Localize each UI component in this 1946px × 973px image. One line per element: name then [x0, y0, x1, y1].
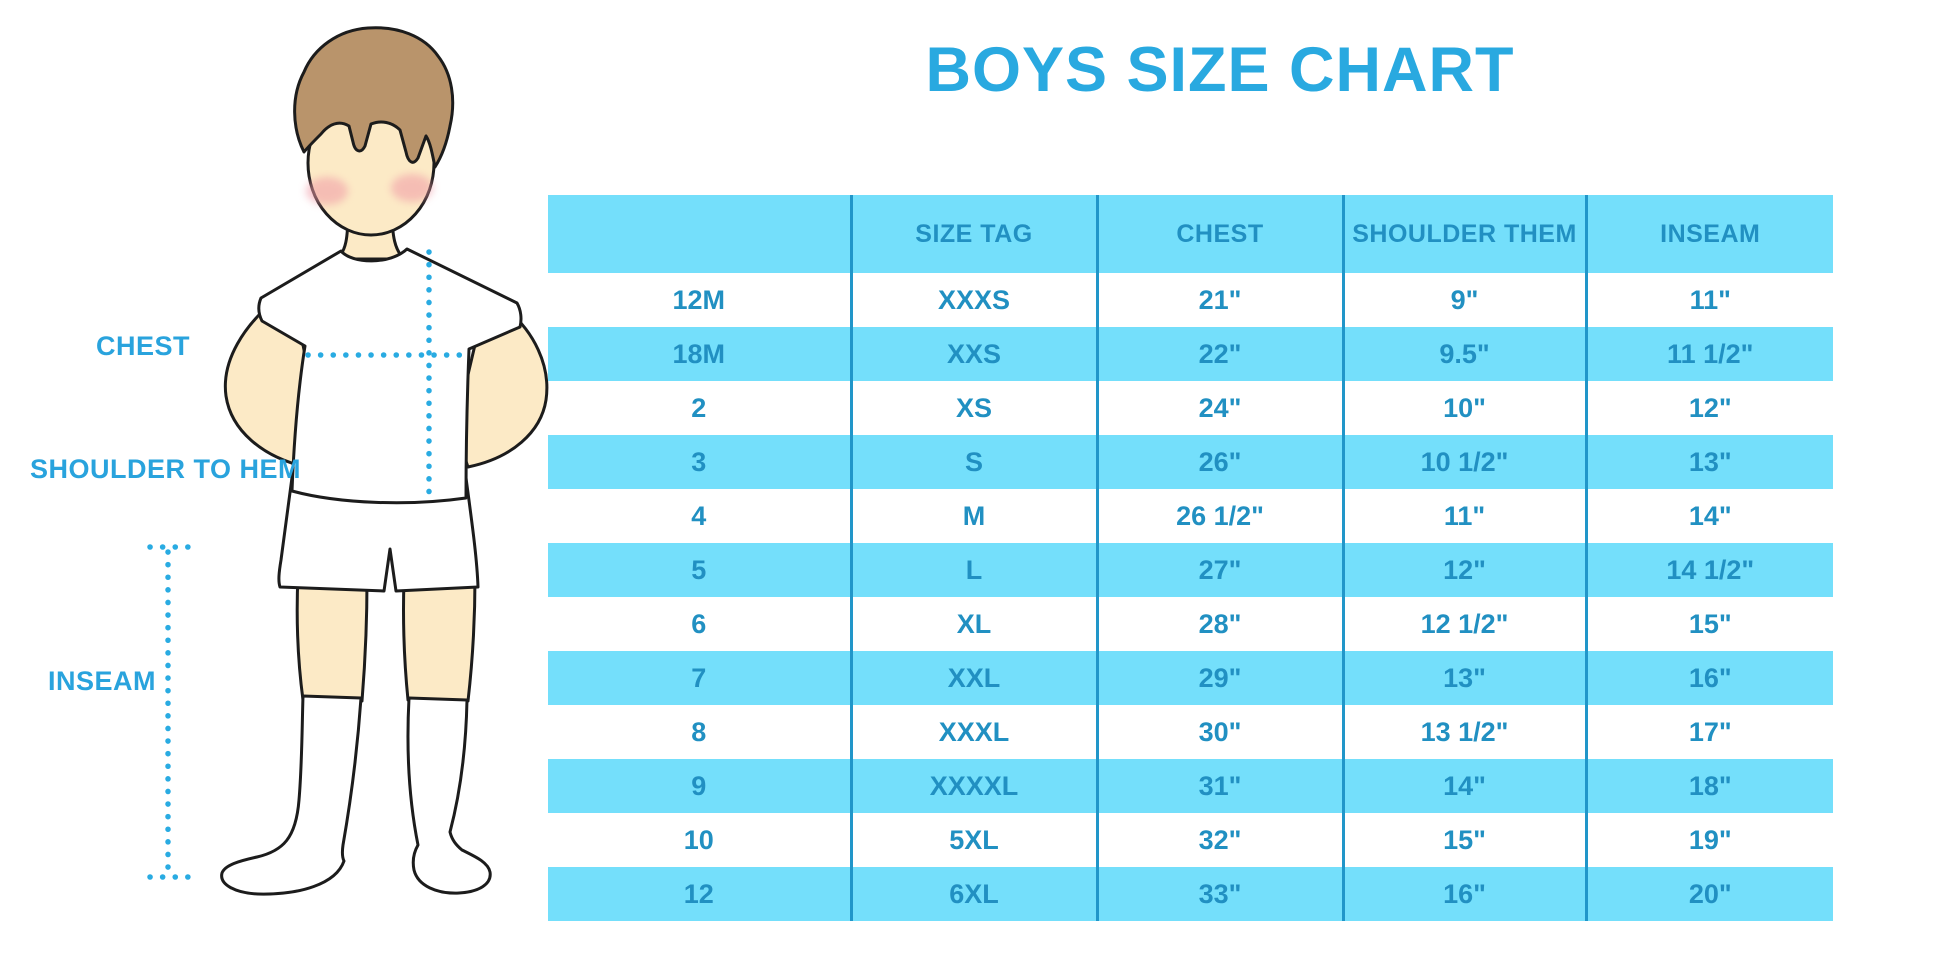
table-cell: 24" [1095, 381, 1343, 435]
header-cell-chest: CHEST [1095, 195, 1343, 273]
table-row: 5 L 27" 12" 14 1/2" [548, 543, 1833, 597]
table-cell: 22" [1095, 327, 1343, 381]
table-cell: 3 [548, 435, 851, 489]
table-cell: 10 [683, 824, 714, 855]
table-cell: 31" [1095, 759, 1343, 813]
chest-label: CHEST [96, 331, 191, 361]
boy-hair [293, 26, 455, 169]
table-cell: 10 1/2" [1341, 435, 1586, 489]
boy-shirt [257, 247, 523, 505]
table-cell: 16" [1584, 651, 1833, 705]
boy-left-cheek-blush [306, 177, 348, 205]
table-cell: 12 1/2" [1341, 597, 1586, 651]
table-cell: 21" [1095, 273, 1343, 327]
table-row: 8 XXXL 30" 13 1/2" 17" [548, 705, 1833, 759]
table-cell: 14 1/2" [1584, 543, 1833, 597]
table-cell: 16" [1341, 867, 1586, 921]
table-cell: 9" [1341, 273, 1586, 327]
table-cell: 4 [691, 500, 707, 531]
inseam-label: INSEAM [48, 666, 157, 696]
shoulder-to-hem-label: SHOULDER TO HEM [30, 454, 302, 484]
table-row: 12M XXXS 21" 9" 11" [548, 273, 1833, 327]
table-cell: 12" [1584, 381, 1833, 435]
table-cell: XXXS [849, 273, 1097, 327]
table-cell: 6 [691, 608, 707, 639]
table-row: 2 XS 24" 10" 12" [548, 381, 1833, 435]
table-cell: 9 [548, 759, 851, 813]
table-cell: 11" [1584, 273, 1833, 327]
page-title: BOYS SIZE CHART [925, 35, 1515, 105]
table-cell: 13" [1341, 651, 1586, 705]
size-table-header: SIZE TAG CHEST SHOULDER THEM INSEAM [548, 195, 1833, 273]
table-cell: 5 [548, 543, 851, 597]
table-cell: 27" [1095, 543, 1343, 597]
table-cell: 11 1/2" [1584, 327, 1833, 381]
table-cell: 18M [548, 327, 851, 381]
boy-figure-illustration [147, 26, 549, 896]
table-cell: 8 [691, 716, 707, 747]
table-cell: XL [849, 597, 1097, 651]
table-cell: 9.5" [1341, 327, 1586, 381]
table-cell: 15" [1341, 813, 1586, 867]
table-cell: 13" [1584, 435, 1833, 489]
table-cell: 29" [1095, 651, 1343, 705]
header-cell-shoulder: SHOULDER THEM [1341, 195, 1586, 273]
table-cell: 15" [1584, 597, 1833, 651]
table-cell: 32" [1095, 813, 1343, 867]
table-row: 4 M 26 1/2" 11" 14" [548, 489, 1833, 543]
table-cell: 7 [548, 651, 851, 705]
table-row: 12 6XL 33" 16" 20" [548, 867, 1833, 921]
table-cell: XXXL [849, 705, 1097, 759]
size-chart-table: SIZE TAG CHEST SHOULDER THEM INSEAM 12M X… [548, 195, 1833, 921]
table-cell: L [849, 543, 1097, 597]
table-cell: S [849, 435, 1097, 489]
table-row: 3 S 26" 10 1/2" 13" [548, 435, 1833, 489]
table-cell: 6XL [849, 867, 1097, 921]
header-cell-size [548, 195, 851, 273]
table-cell: 26" [1095, 435, 1343, 489]
boy-right-arm [453, 306, 549, 469]
table-cell: 12 [548, 867, 851, 921]
table-cell: 33" [1095, 867, 1343, 921]
table-row: 9 XXXXL 31" 14" 18" [548, 759, 1833, 813]
table-cell: 11" [1341, 489, 1586, 543]
table-cell: 26 1/2" [1095, 489, 1343, 543]
table-cell: XXXXL [849, 759, 1097, 813]
header-cell-inseam: INSEAM [1584, 195, 1833, 273]
table-cell: M [849, 489, 1097, 543]
table-cell: 14" [1341, 759, 1586, 813]
table-cell: XXS [849, 327, 1097, 381]
size-table-body: 12M XXXS 21" 9" 11" 18M XXS 22" 9.5" 11 1/2" 2 XS 24… [548, 273, 1833, 921]
table-cell: 18" [1584, 759, 1833, 813]
table-cell: 20" [1584, 867, 1833, 921]
table-cell: 17" [1584, 705, 1833, 759]
table-cell: 12" [1341, 543, 1586, 597]
header-row: SIZE TAG CHEST SHOULDER THEM INSEAM [548, 195, 1833, 273]
table-cell: XXL [849, 651, 1097, 705]
table-cell: 30" [1095, 705, 1343, 759]
header-cell-size-tag: SIZE TAG [849, 195, 1097, 273]
table-row: 18M XXS 22" 9.5" 11 1/2" [548, 327, 1833, 381]
table-cell: XS [849, 381, 1097, 435]
boy-right-sock [406, 696, 492, 895]
boy-right-cheek-blush [391, 174, 433, 202]
table-row: 10 5XL 32" 15" 19" [548, 813, 1833, 867]
table-cell: 5XL [849, 813, 1097, 867]
table-cell: 10" [1341, 381, 1586, 435]
boy-left-sock [220, 694, 363, 896]
boy-left-thigh [295, 573, 369, 703]
table-row: 6 XL 28" 12 1/2" 15" [548, 597, 1833, 651]
table-cell: 28" [1095, 597, 1343, 651]
table-cell: 19" [1584, 813, 1833, 867]
table-cell: 14" [1584, 489, 1833, 543]
table-row: 7 XXL 29" 13" 16" [548, 651, 1833, 705]
table-cell: 12M [672, 284, 726, 315]
table-cell: 13 1/2" [1341, 705, 1586, 759]
boy-right-thigh [402, 575, 477, 703]
table-cell: 2 [691, 392, 707, 423]
